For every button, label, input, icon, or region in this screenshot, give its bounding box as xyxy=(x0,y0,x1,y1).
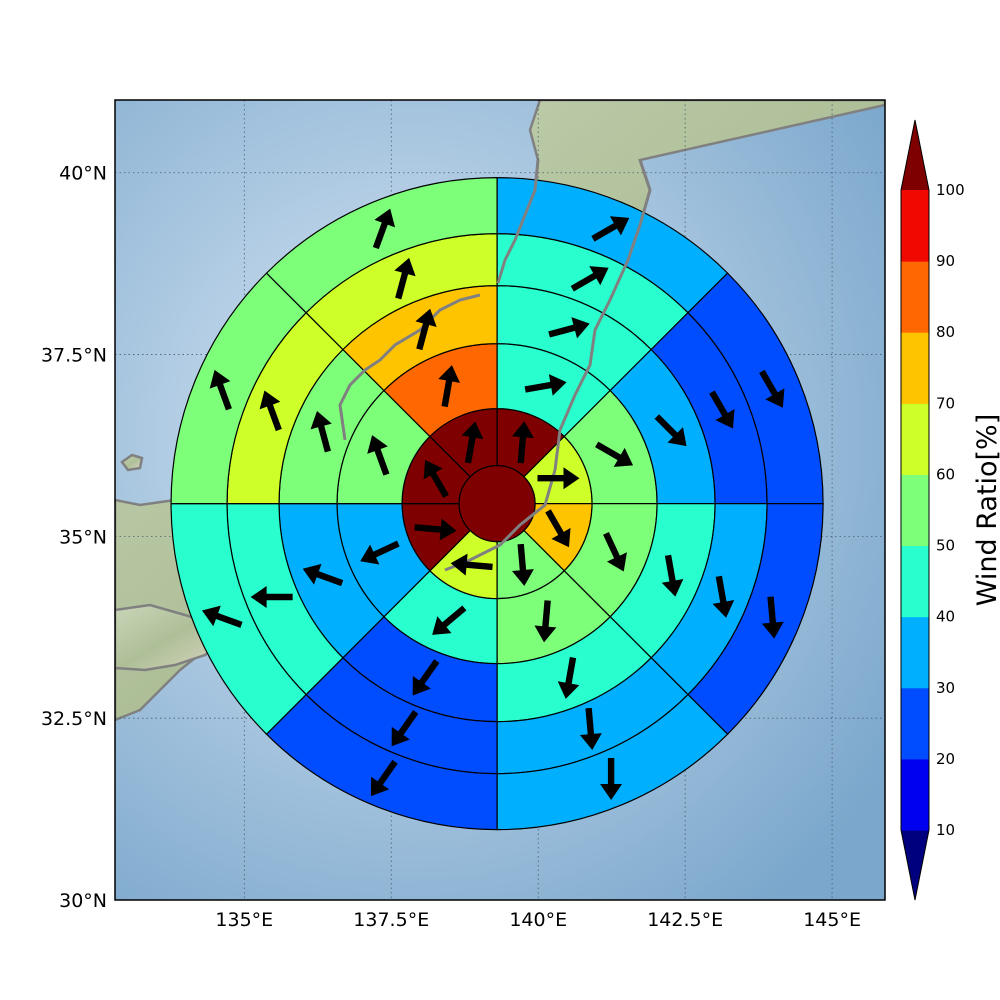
wind-arrow xyxy=(709,390,735,429)
wind-arrow xyxy=(250,586,293,609)
center-cell xyxy=(458,465,536,543)
colorbar-bin xyxy=(901,332,929,404)
colorbar-tick-label: 30 xyxy=(936,679,955,697)
wind-arrow xyxy=(302,563,344,587)
latitude-labels: 30°N 32.5°N 35°N 37.5°N 40°N xyxy=(41,163,107,912)
wind-arrow xyxy=(259,390,282,432)
wind-arrow xyxy=(370,759,398,797)
latitude-tick-label: 35°N xyxy=(59,526,107,548)
wind-arrow xyxy=(414,518,457,541)
map-frame xyxy=(114,99,886,901)
wind-arrow xyxy=(461,421,484,464)
wind-arrow xyxy=(412,659,440,696)
colorbar-under-extension xyxy=(901,830,929,900)
wind-arrow xyxy=(450,553,493,576)
wind-arrow xyxy=(591,216,630,242)
colorbar-bin xyxy=(901,403,929,475)
longitude-tick-label: 137.5°E xyxy=(353,909,429,931)
colorbar-bin xyxy=(901,190,929,262)
wind-arrow xyxy=(545,509,571,548)
longitude-tick-label: 145°E xyxy=(803,909,861,931)
wind-arrow xyxy=(391,710,419,747)
wind-arrow xyxy=(600,757,623,800)
wind-arrow xyxy=(0,0,11,21)
wind-arrow xyxy=(511,543,534,586)
wind-arrow xyxy=(570,266,609,292)
wind-arrow xyxy=(423,460,449,498)
colorbar-bin xyxy=(901,758,929,831)
colorbar-bin xyxy=(901,616,929,689)
wind-arrow xyxy=(537,467,580,490)
colorbar-tick-label: 90 xyxy=(936,252,955,270)
colorbar-outline xyxy=(900,119,930,901)
colorbar-tick-label: 80 xyxy=(936,323,955,341)
wind-arrow xyxy=(432,605,467,635)
wind-arrow xyxy=(310,411,332,453)
wind-arrow xyxy=(202,605,243,628)
wind-arrow xyxy=(511,421,534,464)
wind-ring-sectors xyxy=(170,177,824,831)
wind-arrow xyxy=(579,707,602,750)
wind-arrow xyxy=(534,600,557,643)
wind-arrow xyxy=(761,596,784,639)
wind-arrow xyxy=(654,414,687,447)
colorbar-tick-label: 100 xyxy=(936,181,965,199)
wind-arrow xyxy=(360,540,400,565)
colorbar-bin xyxy=(901,545,929,618)
latitude-tick-label: 40°N xyxy=(59,163,107,185)
colorbar: 10 20 30 40 50 60 70 80 90 100 Wind Ratio[%] xyxy=(900,119,1000,901)
colorbar-tick-label: 50 xyxy=(936,537,955,555)
colorbar-bin xyxy=(901,261,929,333)
wind-arrow xyxy=(759,369,785,408)
latitude-tick-label: 37.5°N xyxy=(41,345,107,367)
island-land xyxy=(120,453,144,472)
wind-arrow xyxy=(557,657,580,699)
colorbar-title: Wind Ratio[%] xyxy=(972,414,1000,606)
longitude-tick-label: 135°E xyxy=(215,909,273,931)
wind-arrow xyxy=(548,317,590,339)
latitude-tick-label: 32.5°N xyxy=(41,708,107,730)
colorbar-tick-label: 60 xyxy=(936,465,955,483)
wind-arrow xyxy=(0,0,11,21)
wind-arrow xyxy=(367,435,390,476)
wind-arrow xyxy=(0,0,11,21)
wind-arrow xyxy=(603,532,627,572)
colorbar-tick-label: 40 xyxy=(936,608,955,626)
wind-arrow xyxy=(372,208,396,250)
wind-arrow xyxy=(712,575,735,618)
longitude-tick-label: 140°E xyxy=(509,909,567,931)
wind-arrow xyxy=(0,0,11,21)
wind-arrow xyxy=(209,369,232,411)
latitude-tick-label: 30°N xyxy=(59,890,107,912)
colorbar-over-extension xyxy=(901,120,929,190)
wind-arrow xyxy=(394,257,416,300)
longitude-labels: 135°E 137.5°E 140°E 142.5°E 145°E xyxy=(215,909,861,931)
wind-arrow xyxy=(0,0,11,21)
wind-arrow xyxy=(661,554,684,597)
wind-arrow xyxy=(524,374,567,396)
wind-arrow xyxy=(415,308,437,351)
wind-sector xyxy=(265,177,498,314)
colorbar-bin xyxy=(901,687,929,760)
colorbar-tick-label: 70 xyxy=(936,394,955,412)
colorbar-bin xyxy=(901,474,929,547)
colorbar-tick-label: 10 xyxy=(936,821,955,839)
wind-arrow xyxy=(0,0,11,21)
wind-arrow xyxy=(595,441,634,467)
coastline-overlay xyxy=(338,159,652,572)
wind-arrow xyxy=(438,365,460,408)
colorbar-tick-label: 20 xyxy=(936,750,955,768)
wind-arrow xyxy=(0,0,11,21)
wind-arrow xyxy=(0,0,11,21)
wind-arrows xyxy=(0,0,785,800)
longitude-tick-label: 142.5°E xyxy=(647,909,723,931)
